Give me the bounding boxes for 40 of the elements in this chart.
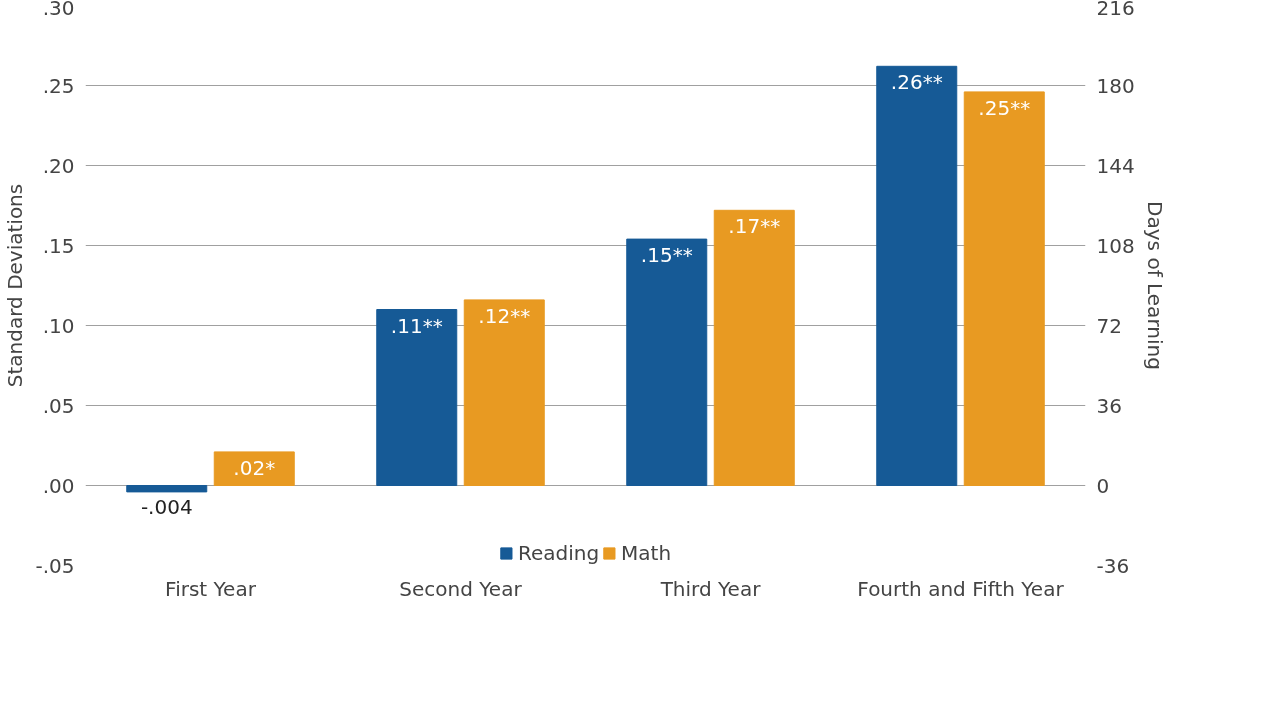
y2-tick-label: 36 [1096,393,1122,418]
legend-label: Reading [517,541,600,565]
data-label: .25** [978,95,1031,120]
bar [963,91,1045,486]
y2-tick-label: 180 [1096,73,1135,98]
bar [376,309,458,486]
y-tick-label: .15 [42,233,75,258]
x-tick-label: First Year [165,576,257,601]
bar [713,209,795,486]
data-label: .15** [640,243,693,268]
bar [126,485,208,493]
y2-tick-label: 216 [1096,0,1135,20]
y2-axis-title: Days of Learning [1142,201,1167,370]
data-label: .11** [390,313,443,338]
y-axis-title: Standard Deviations [3,183,28,388]
y-tick-label: -.05 [35,553,75,578]
legend-label: Math [621,541,672,565]
data-label: -.004 [140,494,193,519]
data-label: .02* [233,455,276,480]
y2-tick-label: 72 [1096,313,1122,338]
y-tick-label: .20 [42,153,75,178]
x-tick-label: Fourth and Fifth Year [857,576,1065,601]
y2-tick-label: 108 [1096,233,1135,258]
y-tick-label: .10 [42,313,75,338]
y-tick-label: .00 [42,473,75,498]
y-tick-label: .05 [42,393,75,418]
bar [626,238,708,486]
data-label: .26** [890,70,943,95]
y2-tick-label: 0 [1096,473,1110,498]
bar [876,65,958,486]
data-label: .12** [478,303,531,328]
bar [463,299,545,486]
x-tick-label: Third Year [659,576,762,601]
y-tick-label: .25 [42,73,75,98]
data-label: .17** [728,214,781,239]
y2-tick-label: 144 [1096,153,1135,178]
x-tick-label: Second Year [399,576,523,601]
y2-tick-label: -36 [1096,553,1130,578]
y-tick-label: .30 [42,0,75,20]
bar [213,451,295,486]
